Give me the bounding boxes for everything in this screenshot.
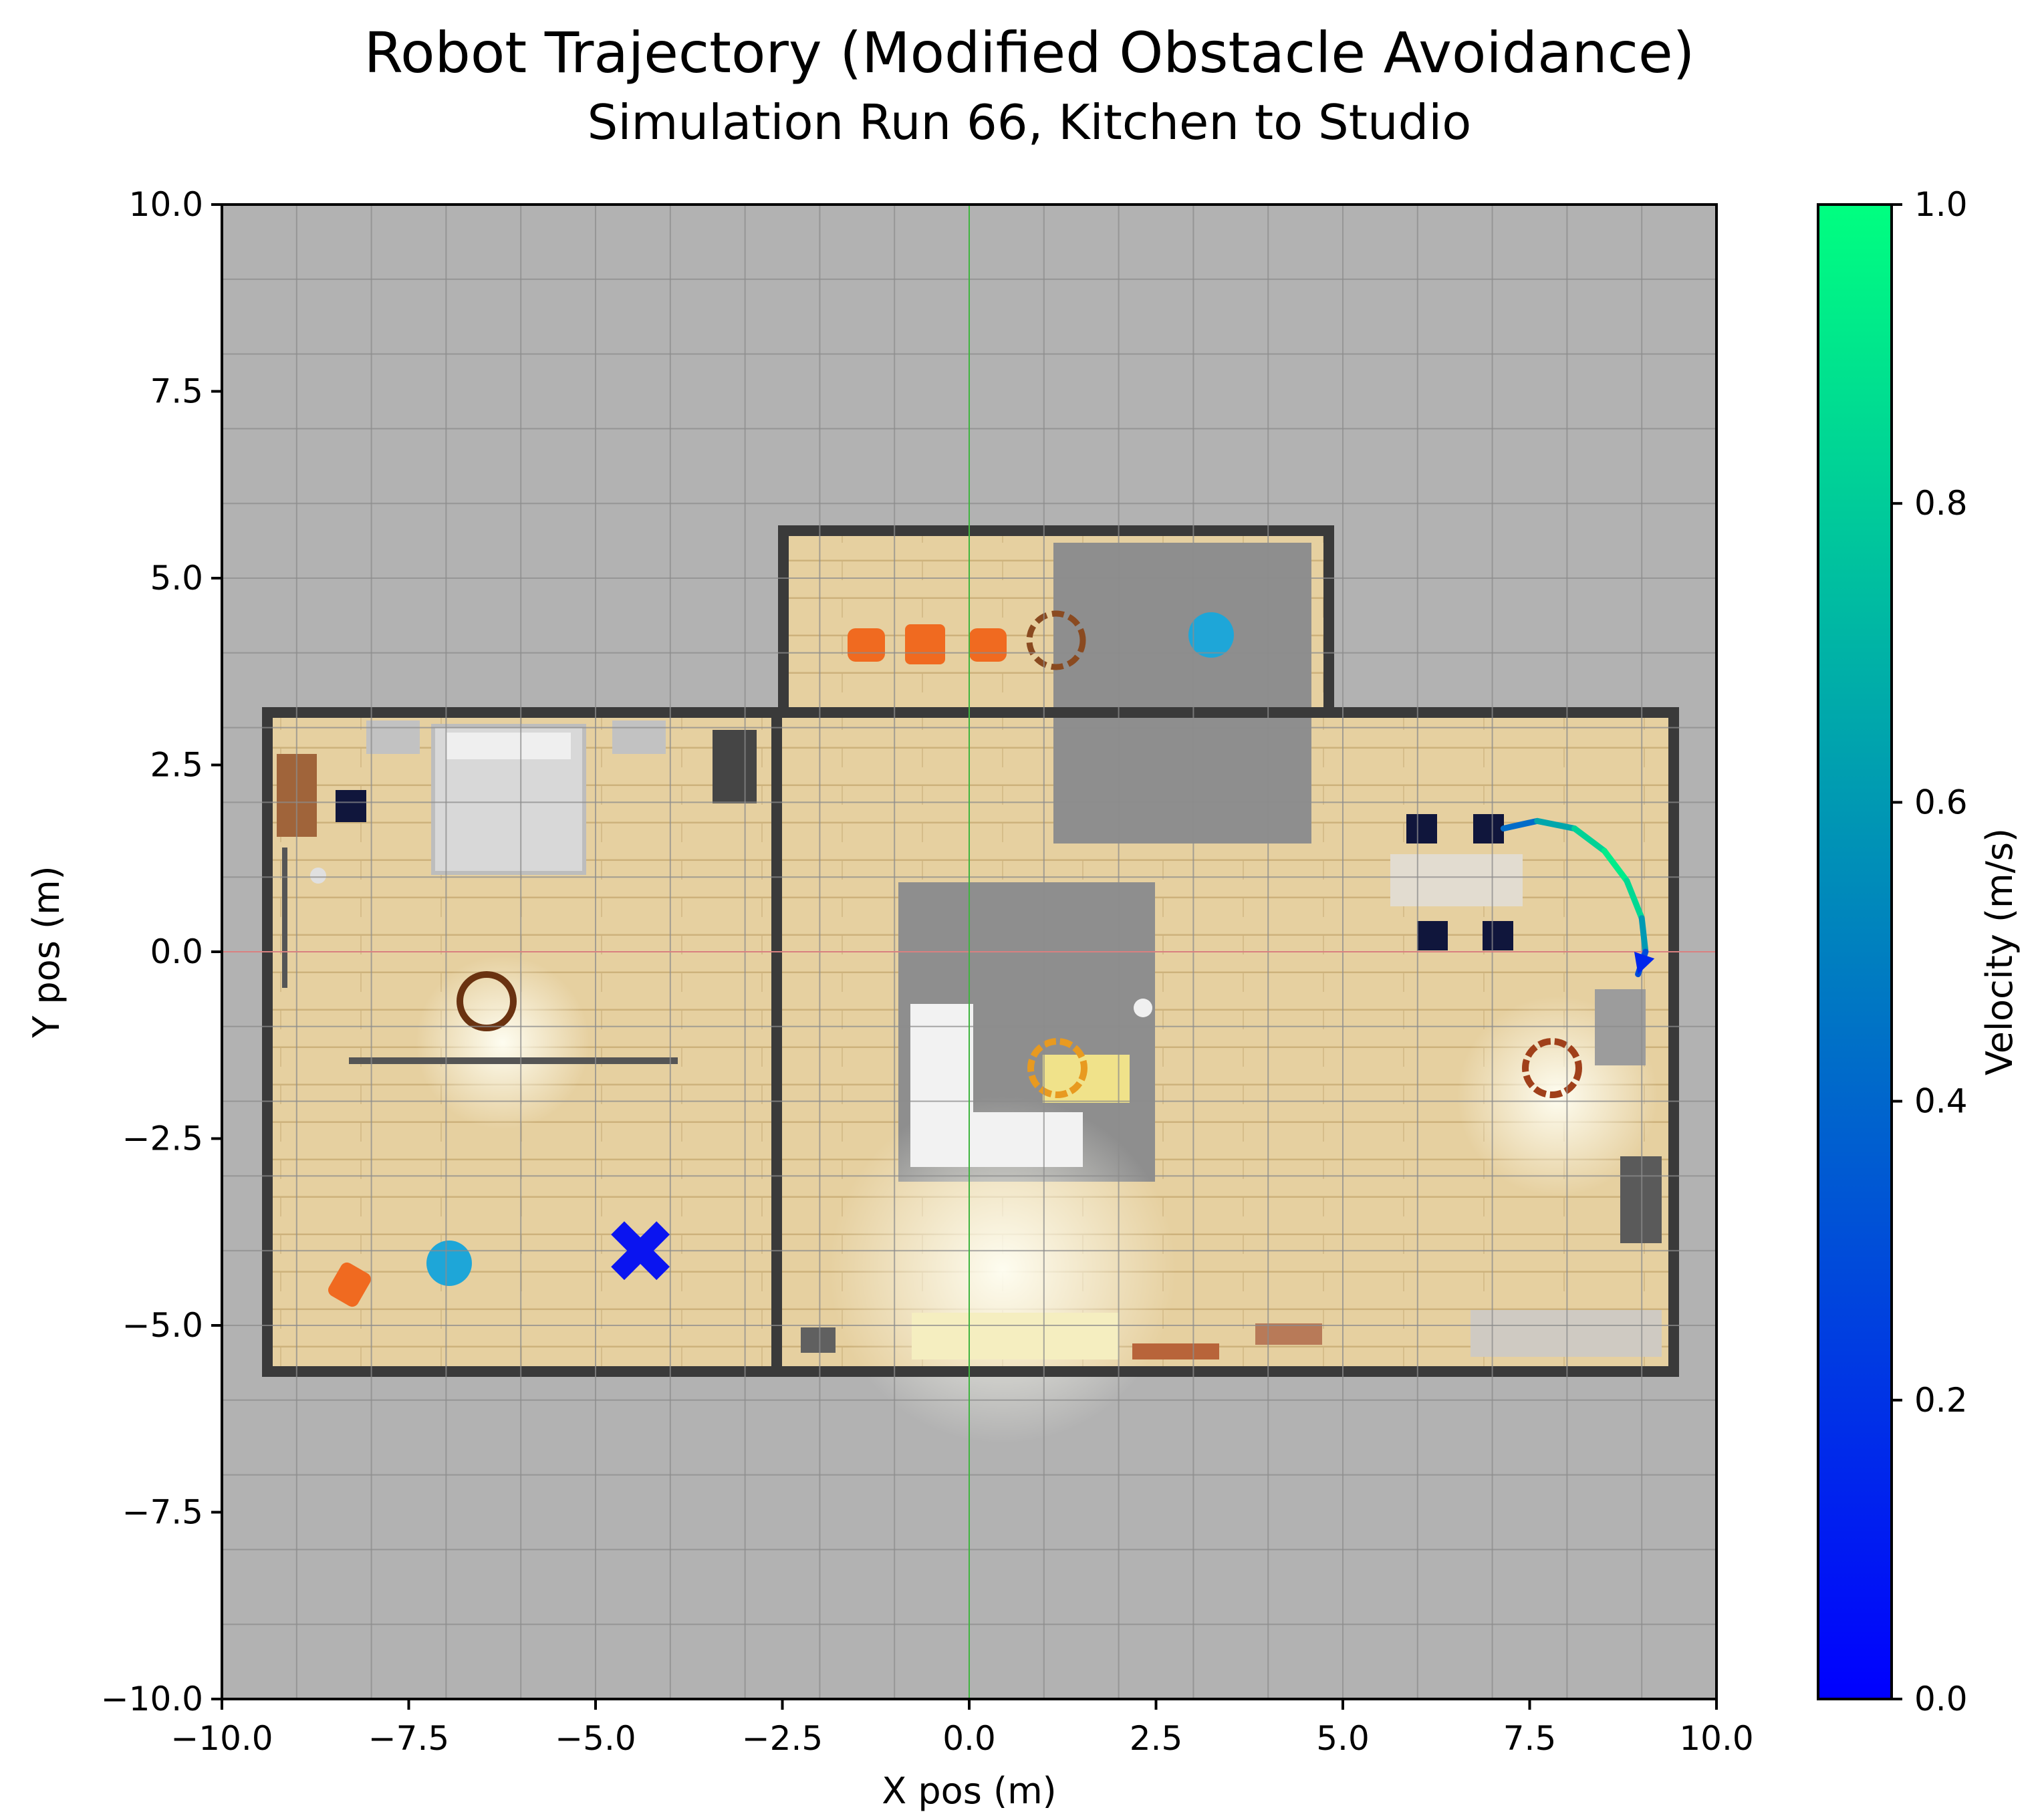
- trajectory-segment: [1571, 825, 1608, 854]
- low-shelf: [1132, 1343, 1219, 1359]
- y-tick-label: 5.0: [150, 559, 203, 598]
- cabinet-right: [1595, 989, 1646, 1065]
- x-tick-label: −10.0: [170, 1719, 273, 1758]
- x-tick-label: −2.5: [742, 1719, 823, 1758]
- trajectory-segment: [1601, 848, 1630, 884]
- colorbar-tick-label: 0.4: [1914, 1082, 1968, 1121]
- colorbar-tick-label: 1.0: [1914, 185, 1968, 224]
- obstacle-ring-right: [1522, 1038, 1582, 1098]
- x-tick-label: −7.5: [368, 1719, 449, 1758]
- chair-top-3: [969, 628, 1007, 662]
- colorbar-label: Velocity (m/s): [1979, 828, 2021, 1075]
- goal-x-stroke: [611, 1221, 670, 1281]
- trajectory-segment: [1534, 817, 1578, 832]
- kitchen-counter: [1471, 1310, 1662, 1357]
- colorbar-tick-label: 0.0: [1914, 1680, 1968, 1718]
- walls: [262, 525, 1679, 1377]
- obstacle-ring-top: [1026, 610, 1086, 670]
- chart-title: Robot Trajectory (Modified Obstacle Avoi…: [364, 20, 1695, 86]
- side-table: [1255, 1323, 1322, 1345]
- chart-subtitle: Simulation Run 66, Kitchen to Studio: [588, 94, 1472, 150]
- y-tick-label: 7.5: [150, 372, 203, 411]
- colorbar-ticks: 0.0 0.2 0.4 0.6 0.8 1.0: [1892, 185, 1968, 1718]
- lamp-left: [310, 868, 326, 884]
- y-axis-label: Y pos (m): [25, 866, 68, 1039]
- plot-area: [222, 205, 1716, 1699]
- fridge: [1620, 1156, 1662, 1243]
- rug-top: [1053, 543, 1311, 843]
- y-tick-label: −7.5: [122, 1493, 203, 1532]
- dining-chair-2: [1473, 814, 1504, 843]
- trajectory: [1500, 817, 1655, 978]
- dining-table: [1390, 854, 1523, 906]
- y-tick-label: 10.0: [129, 185, 203, 224]
- y-tick-label: −10.0: [101, 1680, 203, 1718]
- trajectory-segment: [1638, 915, 1649, 955]
- bed-pillow: [446, 733, 571, 759]
- trajectory-segment: [1500, 817, 1541, 832]
- sofa-bottom: [973, 1112, 1083, 1167]
- y-tick-label: 2.5: [150, 746, 203, 785]
- x-tick-label: 2.5: [1130, 1719, 1183, 1758]
- chair-top-2: [905, 624, 945, 664]
- nightstand-right: [612, 721, 666, 754]
- dining-chair-1: [1406, 814, 1437, 843]
- left-wall-shelf: [282, 848, 287, 988]
- wall-top-room: [778, 525, 1334, 718]
- y-tick-label: −5.0: [122, 1306, 203, 1345]
- x-tick-label: −5.0: [555, 1719, 636, 1758]
- y-ticks: −10.0 −7.5 −5.0 −2.5 0.0 2.5 5.0 7.5 10.0: [101, 185, 222, 1718]
- x-axis-label: X pos (m): [882, 1770, 1057, 1812]
- x-tick-label: 10.0: [1679, 1719, 1753, 1758]
- colorbar: [1817, 203, 1893, 1700]
- chair-bottom-left: [328, 1262, 371, 1307]
- ball-bottom: [426, 1241, 472, 1286]
- lamp-center: [1134, 999, 1152, 1017]
- trajectory-segment: [1624, 878, 1645, 922]
- floor-plan-map: [262, 525, 1679, 1444]
- dining-chair-4: [1483, 921, 1513, 950]
- x-tick-label: 7.5: [1503, 1719, 1557, 1758]
- chair-top-1: [848, 628, 885, 662]
- partition: [349, 1057, 678, 1064]
- y-tick-label: −2.5: [122, 1120, 203, 1158]
- colorbar-tick-label: 0.2: [1914, 1381, 1968, 1420]
- colorbar-tick-label: 0.6: [1914, 783, 1968, 821]
- obstacle-ring-left: [457, 971, 517, 1031]
- bin: [801, 1327, 836, 1353]
- trajectory-end-arrow: [1634, 952, 1655, 974]
- x-tick-label: 0.0: [942, 1719, 996, 1758]
- dining-chair-3: [1417, 921, 1448, 950]
- y-tick-label: 0.0: [150, 932, 203, 971]
- obstacle-ring-center: [1027, 1038, 1088, 1098]
- goal-marker: [611, 1221, 670, 1281]
- x-ticks: −10.0 −7.5 −5.0 −2.5 0.0 2.5 5.0 7.5 10.0: [170, 1699, 1754, 1758]
- colorbar-tick-label: 0.8: [1914, 484, 1968, 523]
- sofa: [910, 1004, 973, 1167]
- wardrobe: [713, 730, 757, 803]
- tv-bench: [912, 1313, 1119, 1359]
- x-tick-label: 5.0: [1316, 1719, 1370, 1758]
- ball-top: [1188, 612, 1234, 658]
- nightstand-left: [366, 721, 420, 754]
- chair-left-room: [336, 790, 366, 822]
